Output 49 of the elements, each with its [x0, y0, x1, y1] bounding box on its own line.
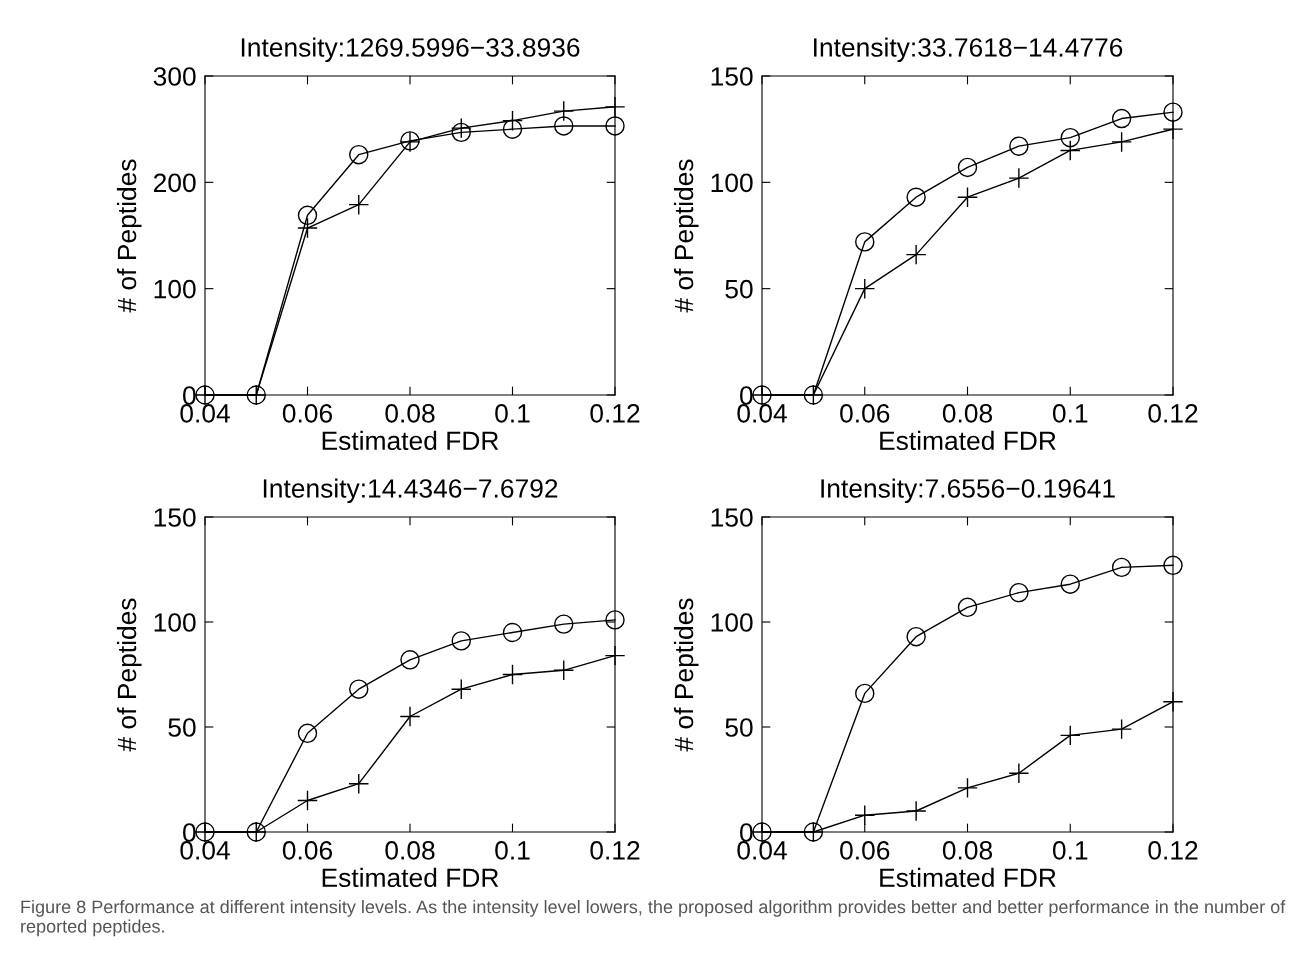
- x-tick-label: 0.12: [1148, 404, 1198, 423]
- y-tick-label: 100: [711, 173, 753, 193]
- y-axis-title: # of Peptides: [673, 598, 699, 752]
- x-tick-label: 0.08: [942, 841, 993, 860]
- y-tick-label: 50: [725, 279, 753, 299]
- x-tick-label: 0.04: [737, 404, 787, 423]
- x-tick-label: 0.06: [282, 841, 333, 860]
- x-axis-title: Estimated FDR: [322, 430, 499, 451]
- x-tick-label: 0.1: [495, 404, 530, 423]
- x-axis-title: Estimated FDR: [880, 430, 1056, 451]
- x-tick-label: 0.06: [840, 841, 890, 860]
- x-tick-label: 0.1: [1052, 841, 1088, 860]
- y-tick-label: 100: [154, 613, 196, 632]
- x-axis-title: Estimated FDR: [880, 867, 1056, 888]
- x-axis-title: Estimated FDR: [322, 867, 499, 888]
- y-tick-label: 50: [725, 718, 753, 737]
- y-axis-title: # of Peptides: [673, 159, 699, 313]
- y-tick-label: 150: [154, 508, 196, 527]
- y-tick-label: 100: [154, 279, 196, 299]
- caption: Figure 8 Performance at different intensity levels. As the intensity level lowers, the proposed algorithm provides better and better performance in the number of reported peptides.: [21, 900, 1286, 937]
- y-tick-label: 150: [711, 508, 753, 527]
- y-axis-title: # of Peptides: [116, 598, 142, 752]
- y-axis-title: # of Peptides: [116, 159, 142, 313]
- chart-title: Intensity:1269.5996−33.8936: [241, 37, 580, 63]
- y-tick-label: 300: [153, 67, 196, 86]
- y-tick-label: 200: [153, 173, 196, 193]
- x-tick-label: 0.12: [590, 841, 640, 860]
- x-tick-label: 0.12: [1148, 841, 1198, 860]
- x-tick-label: 0.1: [495, 841, 530, 860]
- chart-title: Intensity:14.4346−7.6792: [263, 478, 558, 504]
- x-tick-label: 0.04: [180, 841, 230, 860]
- y-tick-label: 0: [183, 386, 196, 405]
- x-tick-label: 0.06: [282, 404, 333, 423]
- chart-title: Intensity:7.6556−0.19641: [821, 478, 1115, 504]
- x-tick-label: 0.1: [1052, 404, 1088, 423]
- x-tick-label: 0.08: [385, 841, 435, 860]
- chart-title: Intensity:33.7618−14.4776: [814, 37, 1123, 63]
- y-tick-label: 0: [740, 386, 753, 405]
- x-tick-label: 0.04: [180, 404, 230, 423]
- y-tick-label: 100: [711, 613, 753, 632]
- x-tick-label: 0.06: [840, 404, 890, 423]
- x-tick-label: 0.08: [385, 404, 435, 423]
- y-tick-label: 0: [183, 823, 196, 842]
- x-tick-label: 0.08: [942, 404, 993, 423]
- y-tick-label: 150: [711, 67, 753, 86]
- x-tick-label: 0.04: [737, 841, 787, 860]
- x-tick-label: 0.12: [590, 404, 640, 423]
- y-tick-label: 0: [740, 823, 753, 842]
- y-tick-label: 50: [168, 718, 196, 737]
